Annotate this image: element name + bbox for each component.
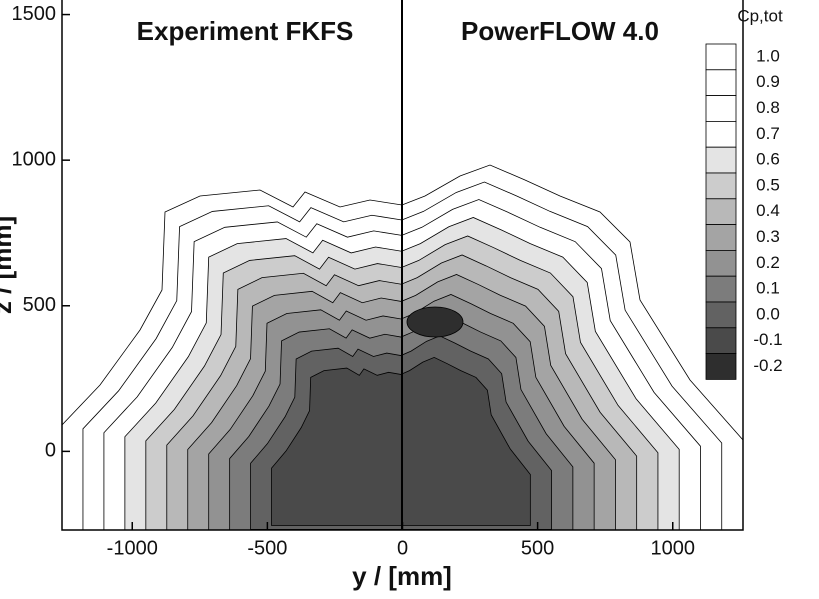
- colorbar-label: 0.4: [756, 201, 780, 220]
- colorbar-title: Cp,tot: [737, 6, 783, 25]
- y-tick-label: 0: [45, 440, 56, 462]
- colorbar-swatch: [705, 172, 737, 200]
- colorbar-swatch: [705, 353, 737, 380]
- colorbar-swatch: [705, 224, 737, 251]
- colorbar-label: 0.9: [756, 72, 780, 91]
- colorbar-swatch: [705, 43, 737, 71]
- x-tick-label: -500: [247, 537, 287, 559]
- panel-title: PowerFLOW 4.0: [461, 16, 659, 46]
- colorbar-swatch: [705, 95, 737, 122]
- colorbar-swatch: [705, 249, 737, 277]
- y-tick-label: 1000: [12, 148, 57, 170]
- colorbar-swatch: [705, 146, 737, 174]
- colorbar-label: 0.1: [756, 279, 780, 298]
- colorbar-label: 0.5: [756, 175, 780, 194]
- x-axis-label: y / [mm]: [352, 561, 452, 591]
- panel-title: Experiment FKFS: [137, 16, 354, 46]
- colorbar-label: 0.2: [756, 253, 780, 272]
- colorbar-swatch: [705, 69, 737, 97]
- colorbar-swatch: [705, 275, 737, 303]
- colorbar-label: -0.1: [753, 330, 782, 349]
- colorbar-swatch: [705, 198, 737, 226]
- y-tick-label: 1500: [12, 3, 57, 25]
- colorbar-label: 1.0: [756, 46, 780, 65]
- colorbar-swatch: [705, 327, 737, 354]
- y-tick-label: 500: [23, 294, 56, 316]
- colorbar-swatch: [705, 301, 737, 329]
- colorbar-label: -0.2: [753, 356, 782, 375]
- x-tick-label: -1000: [107, 537, 158, 559]
- y-axis-label: z / [mm]: [0, 216, 17, 314]
- contour-region: [406, 306, 464, 338]
- colorbar-label: 0.7: [756, 124, 780, 143]
- colorbar-label: 0.3: [756, 227, 780, 246]
- x-tick-label: 0: [397, 537, 408, 559]
- colorbar-label: 0.0: [756, 304, 780, 323]
- colorbar-label: 0.6: [756, 150, 780, 169]
- colorbar-label: 0.8: [756, 98, 780, 117]
- contour-region: [271, 356, 531, 526]
- x-tick-label: 500: [521, 537, 554, 559]
- x-tick-label: 1000: [650, 537, 695, 559]
- colorbar-swatch: [705, 121, 737, 148]
